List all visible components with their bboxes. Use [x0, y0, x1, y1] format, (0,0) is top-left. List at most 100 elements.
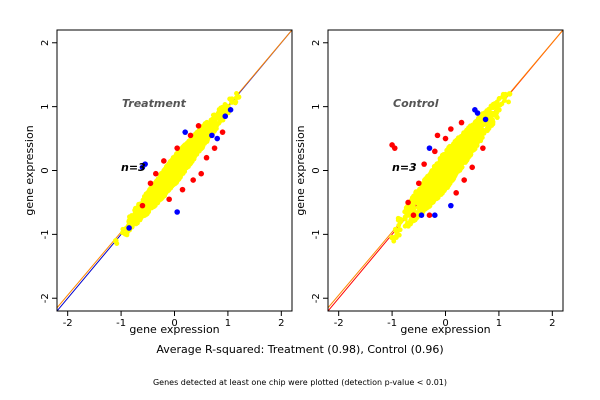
cloud-point	[153, 179, 159, 185]
cloud-point	[423, 184, 429, 190]
data-point-s1-5	[453, 154, 459, 161]
y-tick-label: 1	[311, 103, 322, 109]
cloud-point	[492, 101, 498, 106]
data-point-s3-3	[174, 209, 180, 215]
data-point-s2-7	[203, 154, 210, 161]
cloud-point	[178, 152, 183, 157]
cloud-point	[435, 192, 441, 198]
data-point-s1-1	[389, 234, 395, 241]
data-point-s2-14	[166, 196, 172, 203]
cloud-point	[437, 156, 443, 162]
data-point-s2-6	[461, 177, 467, 183]
data-point-s3-1	[432, 212, 438, 219]
cloud-point	[490, 121, 495, 127]
cloud-point	[431, 175, 437, 181]
data-point-s2-5	[190, 177, 196, 183]
cloud-point	[439, 190, 445, 196]
cloud-point	[158, 195, 164, 201]
cloud-point	[405, 223, 411, 229]
data-point-s2-13	[195, 122, 202, 129]
cloud-point	[203, 125, 209, 130]
cloud-point	[167, 159, 173, 165]
cloud-point	[148, 191, 154, 196]
cloud-point	[460, 136, 466, 142]
y-tick-label: 0	[40, 167, 51, 173]
cloud-point	[152, 199, 158, 205]
cloud-point	[418, 203, 424, 209]
cloud-point	[446, 154, 452, 160]
cloud-point	[457, 163, 462, 169]
cloud-point	[481, 121, 487, 127]
cloud-point	[202, 141, 208, 146]
data-point-s2-12	[426, 212, 433, 219]
cloud-point	[462, 149, 468, 155]
data-point-s2-1	[415, 180, 422, 187]
cloud-point	[183, 155, 189, 161]
cloud-point	[395, 227, 401, 233]
cloud-point	[190, 153, 196, 158]
data-point-s3-7	[126, 225, 132, 231]
data-point-s1-2	[128, 215, 135, 222]
data-point-s3-4	[209, 132, 215, 139]
cloud-point	[494, 114, 500, 120]
scatter-panel-2: -2 -1 0 1 2 -2 -1 0 1 2 gene expression gene expres…	[294, 29, 564, 336]
cloud-point	[425, 194, 430, 200]
cloud-point	[160, 187, 165, 193]
data-point-s3-2	[139, 164, 146, 171]
plot-area	[328, 30, 563, 311]
cloud-point	[144, 209, 150, 214]
cloud-point	[413, 189, 419, 195]
data-point-s3-5	[448, 202, 454, 209]
cloud-point	[171, 157, 177, 163]
data-point-s2-1	[153, 170, 159, 177]
cloud-point	[411, 193, 416, 199]
data-point-s1-9	[235, 94, 242, 100]
data-point-s1-3	[144, 196, 151, 203]
cloud-point	[393, 235, 399, 240]
cloud-point	[467, 132, 472, 138]
cloud-point	[471, 126, 477, 132]
plot-area	[57, 30, 292, 311]
data-point-s2-10	[139, 202, 146, 209]
data-point-s3-4	[426, 145, 433, 151]
cloud-point	[506, 99, 511, 105]
cloud-point	[169, 178, 175, 184]
data-point-s2-11	[448, 126, 454, 132]
y-tick-label: -1	[40, 229, 51, 239]
data-point-s1-3	[421, 190, 427, 196]
data-point-s2-9	[405, 199, 411, 206]
cloud-point	[210, 116, 216, 122]
cloud-point	[471, 141, 477, 147]
y-tick-label: 2	[311, 40, 322, 46]
cloud-point	[202, 128, 208, 134]
cloud-point	[397, 220, 403, 225]
cloud-point	[479, 133, 484, 138]
cloud-point	[164, 172, 170, 177]
cloud-point	[192, 132, 198, 138]
cloud-point	[229, 99, 234, 105]
cloud-point	[187, 149, 193, 155]
cloud-point	[431, 196, 437, 202]
data-point-s2-9	[219, 129, 226, 135]
cloud-point	[443, 185, 448, 190]
cloud-point	[218, 105, 224, 111]
data-point-s3-3	[482, 116, 489, 123]
x-tick-label: 0	[442, 318, 448, 329]
data-point-s1-8	[496, 107, 502, 113]
data-point-s1-6	[193, 142, 199, 148]
cloud-point	[476, 120, 482, 126]
cloud-point	[425, 173, 430, 179]
data-point-s2-5	[453, 190, 459, 196]
data-point-s2-13	[458, 119, 465, 126]
cloud-point	[419, 184, 425, 190]
cloud-point	[452, 173, 458, 179]
cloud-point	[212, 112, 217, 118]
x-axis-label: gene expression	[129, 323, 219, 336]
data-point-s1-4	[161, 177, 167, 183]
cloud-point	[186, 138, 192, 144]
data-point-s2-10	[410, 212, 417, 219]
cloud-point	[233, 99, 239, 105]
cloud-point	[170, 168, 176, 174]
cloud-point	[468, 147, 474, 152]
cloud-point	[452, 159, 458, 165]
